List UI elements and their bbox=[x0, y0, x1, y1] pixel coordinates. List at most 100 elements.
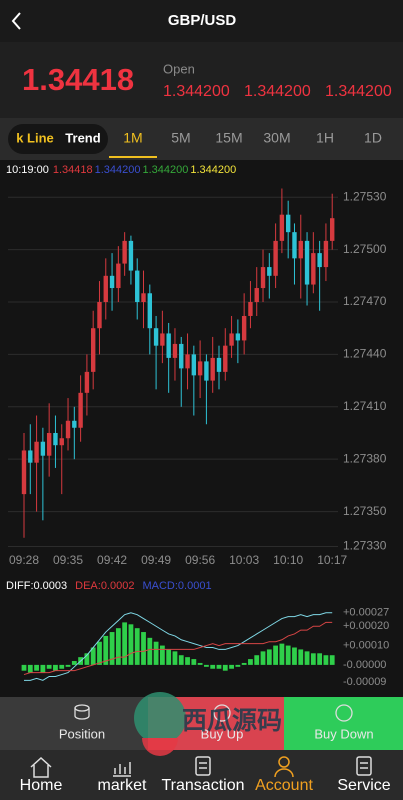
nav-icons bbox=[30, 756, 372, 778]
period-tab[interactable]: 5M bbox=[171, 130, 190, 146]
info-time: 10:19:00 bbox=[6, 164, 49, 176]
macd-bar bbox=[216, 664, 222, 669]
y-tick-label: +0.00020 bbox=[343, 620, 389, 632]
x-tick-label: 10:10 bbox=[273, 553, 303, 567]
macd-bar bbox=[185, 657, 190, 665]
period-tab[interactable]: 30M bbox=[263, 130, 290, 146]
nav-item[interactable]: Home bbox=[20, 777, 63, 794]
period-tab[interactable]: 15M bbox=[215, 130, 242, 146]
x-tick-label: 10:03 bbox=[229, 553, 259, 567]
macd-bar bbox=[122, 622, 128, 665]
y-tick-label: 1.27350 bbox=[343, 504, 387, 518]
watermark-logo bbox=[142, 738, 178, 756]
buy-down-button[interactable] bbox=[284, 697, 403, 750]
period-tab[interactable]: 1D bbox=[364, 130, 382, 146]
candle-body bbox=[122, 240, 127, 264]
candle-body bbox=[248, 302, 253, 316]
candle-body bbox=[72, 420, 77, 428]
mode-tab[interactable]: k Line bbox=[16, 130, 54, 145]
y-tick-label: 1.27380 bbox=[343, 451, 387, 465]
macd-bar bbox=[329, 655, 335, 665]
macd-bar bbox=[310, 653, 316, 665]
candle-body bbox=[241, 315, 247, 341]
macd-bar bbox=[65, 664, 71, 667]
candle-body bbox=[191, 354, 197, 376]
macd-legend: MACD:0.0001 bbox=[142, 580, 211, 592]
candle-body bbox=[65, 420, 71, 439]
macd-bar bbox=[285, 645, 291, 665]
candle-body bbox=[179, 343, 184, 369]
macd-bar bbox=[241, 662, 247, 665]
nav-item[interactable]: Transaction bbox=[162, 777, 245, 794]
nav-item[interactable]: market bbox=[98, 777, 147, 794]
macd-bar bbox=[40, 664, 46, 673]
macd-bar bbox=[266, 649, 272, 665]
candle-body bbox=[210, 357, 215, 381]
macd-bar bbox=[222, 664, 228, 671]
candle-body bbox=[84, 371, 90, 393]
candle-body bbox=[128, 240, 134, 271]
back-button[interactable] bbox=[11, 12, 21, 30]
candle-body bbox=[285, 214, 291, 233]
macd-bar bbox=[210, 664, 216, 669]
candle-body bbox=[90, 328, 96, 372]
candle-body bbox=[330, 218, 335, 241]
macd-bar bbox=[304, 651, 310, 665]
current-price: 1.34418 bbox=[22, 62, 134, 97]
candle-body bbox=[147, 293, 152, 329]
y-tick-label: 1.27440 bbox=[343, 347, 387, 361]
macd-line bbox=[23, 621, 333, 676]
x-tick-label: 09:35 bbox=[53, 553, 83, 567]
candle-body bbox=[254, 288, 259, 303]
macd-bar bbox=[97, 641, 102, 665]
info-value: 1.344200 bbox=[190, 164, 236, 176]
macd-bar bbox=[273, 645, 278, 665]
macd-bar bbox=[27, 664, 33, 673]
candle-body bbox=[323, 240, 329, 268]
watermark: 西瓜源码 bbox=[134, 692, 282, 756]
macd-bar bbox=[292, 647, 297, 665]
nav-item[interactable]: Service bbox=[337, 777, 390, 794]
header-bar bbox=[0, 0, 403, 42]
macd-bar bbox=[197, 662, 203, 665]
candle-body bbox=[28, 450, 33, 463]
macd-bar bbox=[204, 664, 209, 667]
candle-body bbox=[40, 441, 46, 456]
period-tab[interactable]: 1H bbox=[316, 130, 334, 146]
y-tick-label: +0.00027 bbox=[343, 607, 389, 619]
candle-body bbox=[223, 345, 228, 372]
candle-body bbox=[141, 293, 146, 303]
nav-item[interactable]: Account bbox=[255, 777, 313, 794]
macd-bar bbox=[229, 664, 234, 669]
info-value: 1.34418 bbox=[53, 164, 93, 176]
macd-legend: DEA:0.0002 bbox=[75, 580, 134, 592]
position-button[interactable] bbox=[0, 697, 148, 750]
action-label[interactable]: Buy Up bbox=[201, 726, 244, 741]
macd-bar bbox=[248, 659, 253, 665]
period-tab[interactable]: 1M bbox=[123, 130, 142, 146]
macd-line bbox=[24, 612, 333, 681]
macd-bar bbox=[46, 664, 52, 669]
candle-body bbox=[46, 432, 52, 456]
page-title: GBP/USD bbox=[168, 12, 237, 29]
macd-bar bbox=[59, 664, 65, 669]
mode-tab[interactable]: Trend bbox=[65, 130, 100, 145]
macd-bar bbox=[279, 643, 285, 665]
candle-body bbox=[172, 343, 178, 358]
macd-bar bbox=[298, 649, 304, 665]
macd-bar bbox=[178, 655, 184, 665]
action-label[interactable]: Position bbox=[59, 726, 105, 741]
candle-body bbox=[298, 240, 303, 259]
candle-body bbox=[229, 333, 234, 346]
macd-bar bbox=[128, 624, 134, 665]
action-label[interactable]: Buy Down bbox=[314, 726, 373, 741]
open-value: 1.344200 bbox=[244, 83, 311, 100]
y-tick-label: 1.27330 bbox=[343, 539, 387, 553]
info-value: 1.344200 bbox=[95, 164, 141, 176]
macd-bar bbox=[141, 632, 146, 665]
candle-body bbox=[21, 450, 27, 495]
macd-bar bbox=[172, 651, 178, 665]
candle-body bbox=[166, 333, 171, 358]
